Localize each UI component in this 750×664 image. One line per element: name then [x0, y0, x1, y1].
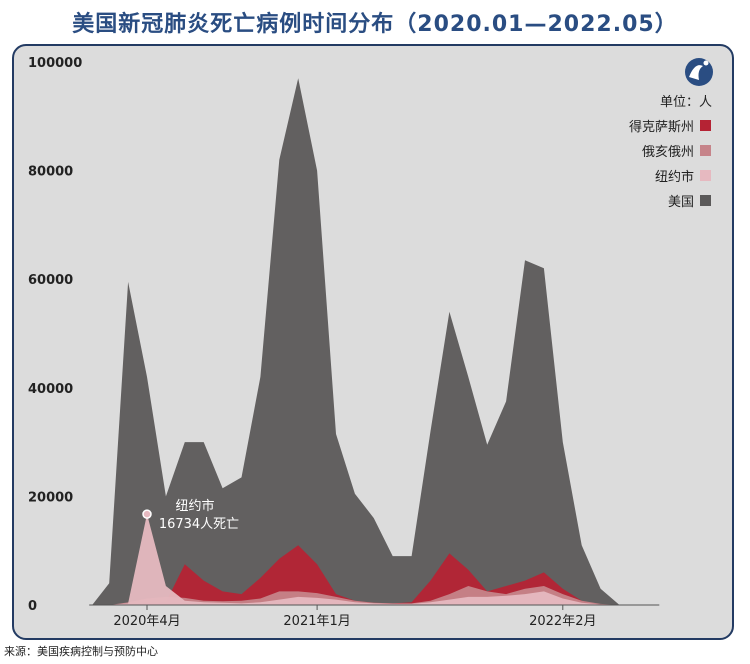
chart-title: 美国新冠肺炎死亡病例时间分布（2020.01—2022.05） — [72, 12, 678, 37]
y-tick-label: 0 — [28, 599, 37, 614]
x-axis: 2020年4月 2021年1月 2022年2月 — [113, 605, 596, 629]
legend-label-us: 美国 — [668, 195, 694, 210]
series-area-texas — [92, 545, 639, 605]
y-axis: 100000 80000 60000 40000 20000 0 — [28, 56, 82, 614]
legend-label-ohio: 俄亥俄州 — [642, 145, 694, 160]
x-tick-label: 2020年4月 — [113, 614, 180, 629]
legend-swatch-us — [700, 195, 711, 206]
wave-logo-icon[interactable] — [685, 58, 713, 86]
legend-swatch-nyc — [700, 170, 711, 181]
unit-label: 单位：人 — [660, 95, 712, 110]
series-area-us — [92, 78, 639, 606]
y-tick-label: 80000 — [28, 165, 73, 180]
x-tick-label: 2022年2月 — [529, 614, 596, 629]
y-tick-label: 40000 — [28, 382, 73, 397]
area-series-group — [92, 78, 639, 606]
annotation-value: 16734人死亡 — [159, 517, 239, 532]
legend-label-texas: 得克萨斯州 — [629, 119, 694, 135]
legend-label-nyc: 纽约市 — [655, 169, 694, 185]
y-tick-label: 100000 — [28, 56, 82, 71]
x-tick-label: 2021年1月 — [283, 614, 350, 629]
source-note: 来源：美国疾病控制与预防中心 — [4, 645, 158, 658]
y-tick-label: 20000 — [28, 490, 73, 505]
nyc-peak-marker — [142, 509, 152, 519]
nyc-peak-annotation: 纽约市 16734人死亡 — [142, 498, 239, 532]
legend-swatch-ohio — [700, 145, 711, 156]
annotation-label: 纽约市 — [175, 498, 214, 514]
legend-swatch-texas — [700, 120, 711, 131]
y-tick-label: 60000 — [28, 273, 73, 288]
series-area-nyc — [92, 514, 639, 605]
